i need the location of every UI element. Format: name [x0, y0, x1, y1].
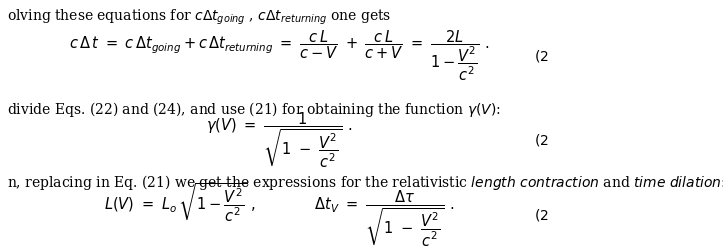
Text: $c\,\Delta\,t \ = \ c\,\Delta t_{going} + c\,\Delta t_{returning} \ = \ \dfrac{c: $c\,\Delta\,t \ = \ c\,\Delta t_{going} …: [69, 28, 489, 83]
Text: n, replacing in Eq. (21) we get the expressions for the relativistic $\it{length: n, replacing in Eq. (21) we get the expr…: [7, 172, 723, 192]
Text: divide Eqs. (22) and (24), and use (21) for obtaining the function $\gamma(V)$:: divide Eqs. (22) and (24), and use (21) …: [7, 100, 501, 118]
Text: $(2$: $(2$: [534, 132, 549, 148]
Text: $\gamma(V) \ = \ \dfrac{1}{\sqrt{1 \ - \ \dfrac{V^2}{c^2}}} \ .$: $\gamma(V) \ = \ \dfrac{1}{\sqrt{1 \ - \…: [206, 111, 352, 170]
Text: $L(V) \ = \ L_o\,\sqrt{1 - \dfrac{V^2}{c^2}} \ , \qquad\qquad \Delta t_V \ = \ \: $L(V) \ = \ L_o\,\sqrt{1 - \dfrac{V^2}{c…: [104, 182, 455, 249]
Text: olving these equations for $c\Delta t_{going}$ , $c\Delta t_{returning}$ one get: olving these equations for $c\Delta t_{g…: [7, 7, 391, 26]
Text: $(2$: $(2$: [534, 48, 549, 64]
Text: $(2$: $(2$: [534, 207, 549, 223]
